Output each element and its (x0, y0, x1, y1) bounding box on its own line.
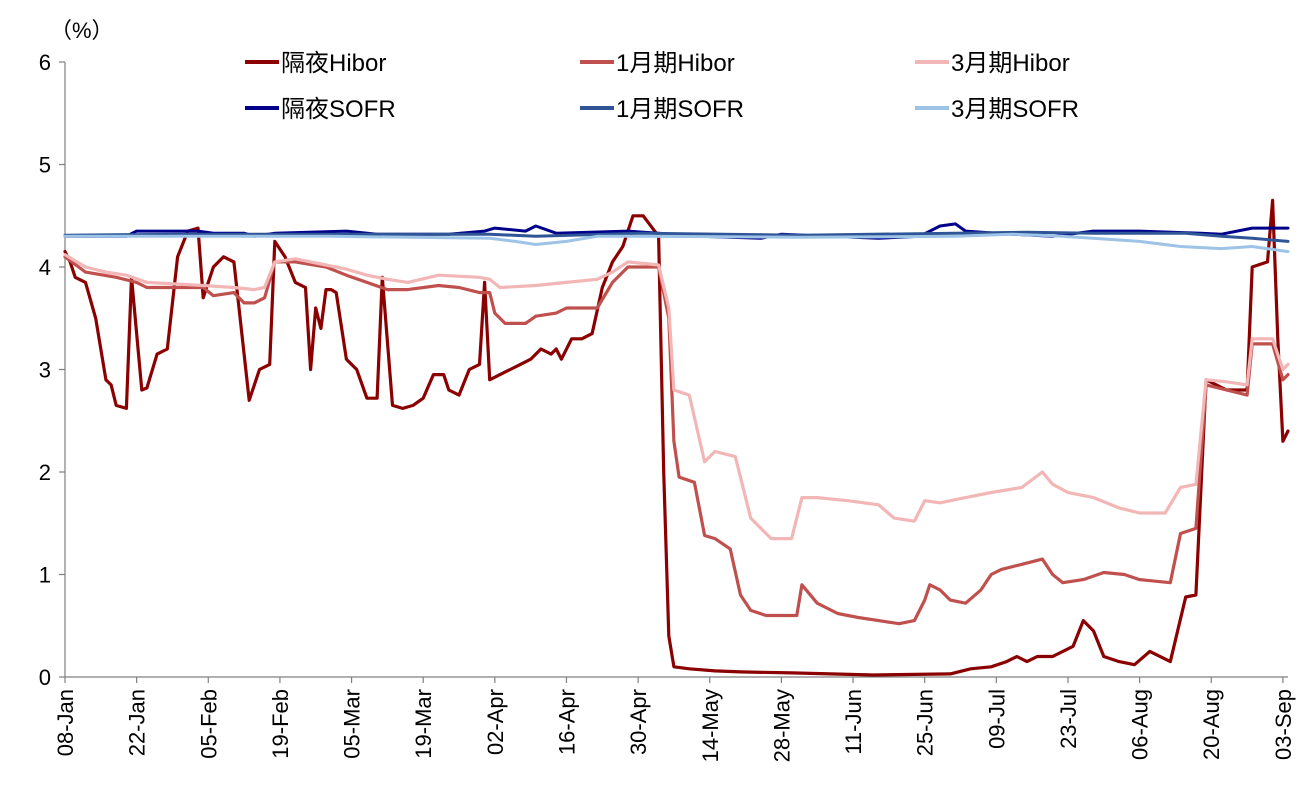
x-tick-label: 16-Apr (554, 689, 579, 755)
x-tick-label: 06-Aug (1128, 689, 1153, 760)
axes: 0 1 2 3 4 5 6 08-Jan 22-Jan 05-Feb 19-Feb 05-Mar 19-… (39, 50, 1296, 762)
series-line-5 (63, 230, 1290, 243)
x-tick-label: 19-Feb (268, 689, 293, 759)
x-tick-label: 05-Feb (196, 689, 221, 759)
y-tick-label: 0 (39, 665, 51, 690)
y-tick-label: 2 (39, 460, 51, 485)
legend-label-3: 3月期Hibor (951, 50, 1070, 77)
x-tick-label: 14-May (698, 689, 723, 762)
series-line-6 (63, 232, 1290, 254)
x-tick-label: 05-Mar (340, 689, 365, 759)
legend-label-4: 隔夜SOFR (281, 96, 396, 123)
x-tick-label: 22-Jan (125, 689, 150, 756)
series-layer (63, 198, 1290, 677)
x-tick-label: 08-Jan (53, 689, 78, 756)
x-tick-label: 09-Jul (984, 689, 1009, 749)
x-tick-label: 02-Apr (483, 689, 508, 755)
y-tick-label: 4 (39, 255, 51, 280)
x-tick-label: 30-Apr (626, 689, 651, 755)
legend-label-1: 隔夜Hibor (281, 50, 386, 77)
y-tick-label: 1 (39, 563, 51, 588)
x-tick-label: 03-Sep (1271, 689, 1296, 760)
unit-label: （%） (50, 18, 114, 43)
legend-label-2: 1月期Hibor (616, 50, 735, 77)
legend-label-5: 1月期SOFR (616, 96, 744, 123)
x-tick-label: 25-Jun (913, 689, 938, 756)
y-tick-label: 6 (39, 50, 51, 75)
series-line-3 (63, 253, 1290, 541)
y-tick-label: 5 (39, 153, 51, 178)
legend-label-6: 3月期SOFR (951, 96, 1079, 123)
legend: 隔夜Hibor 1月期Hibor 3月期Hibor 隔夜SOFR 1月期SOFR 3月期S… (245, 50, 1079, 123)
x-tick-label: 28-May (769, 689, 794, 762)
x-tick-label: 11-Jun (841, 689, 866, 755)
y-tick-label: 3 (39, 358, 51, 383)
series-line-2 (63, 255, 1290, 626)
series-line-1 (63, 198, 1290, 677)
x-tick-label: 23-Jul (1056, 689, 1081, 749)
x-tick-label: 20-Aug (1199, 689, 1224, 760)
x-tick-label: 19-Mar (411, 689, 436, 759)
